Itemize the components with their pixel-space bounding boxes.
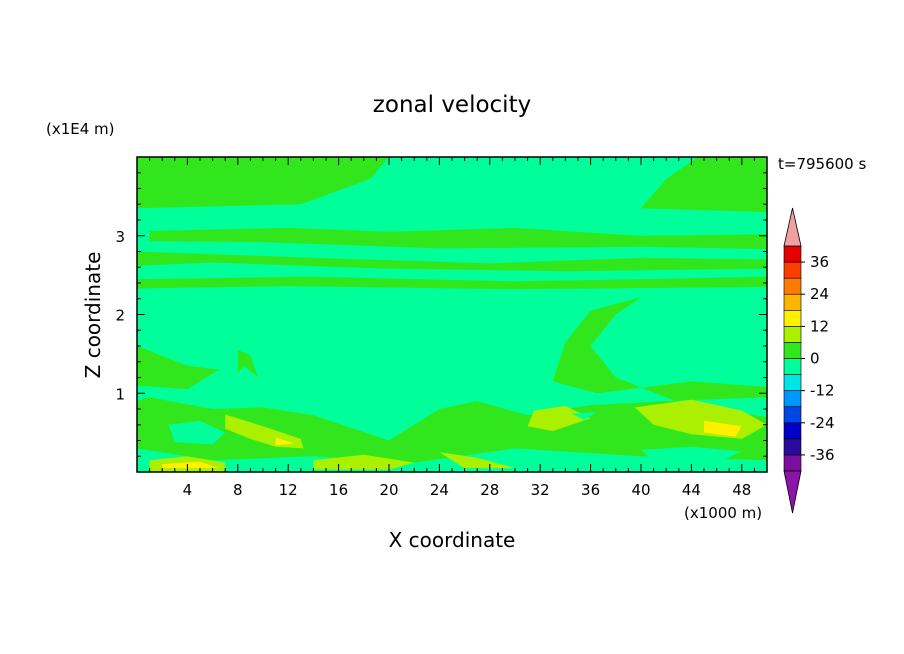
colorbar-segment (783, 326, 802, 343)
x-tick-label: 8 (233, 481, 243, 499)
y-axis-title: Z coordinate (81, 252, 105, 379)
contour-region (137, 276, 767, 290)
contour-region (149, 227, 767, 250)
colorbar-segment (783, 454, 802, 472)
colorbar-label: 0 (810, 350, 820, 368)
contour-region (439, 452, 515, 469)
chart-title: zonal velocity (373, 92, 531, 118)
contour-region (137, 346, 219, 390)
x-tick-label: 32 (531, 481, 550, 499)
x-tick-label: 48 (732, 481, 751, 499)
colorbar-segment (783, 390, 802, 408)
x-tick-label: 12 (279, 481, 298, 499)
contour-region (527, 405, 591, 432)
x-tick-label: 24 (430, 481, 449, 499)
x-tick-label: 28 (480, 481, 499, 499)
x-tick-label: 44 (682, 481, 701, 499)
contour-region (137, 297, 767, 463)
colorbar-label: -36 (810, 446, 835, 464)
time-label: t=795600 s (778, 155, 866, 173)
y-tick-label: 3 (115, 228, 125, 246)
colorbar-label: 12 (810, 317, 829, 335)
x-tick-label: 4 (183, 481, 193, 499)
x-tick-label: 20 (379, 481, 398, 499)
x-tick-label: 36 (581, 481, 600, 499)
colorbar-segment (783, 293, 802, 311)
contour-region (515, 460, 591, 471)
contour-region (162, 461, 219, 469)
colorbar: 36 24 12 0 -12 -24 -36 (783, 207, 835, 514)
contour-region (641, 446, 742, 463)
colorbar-segment (783, 245, 802, 263)
colorbar-label: -24 (810, 414, 835, 432)
contour-region (571, 412, 597, 420)
colorbar-under-arrow (783, 470, 802, 514)
x-tick-label: 16 (329, 481, 348, 499)
colorbar-label: -12 (810, 382, 835, 400)
contour-region (225, 414, 304, 449)
colorbar-segment (783, 342, 802, 359)
x-tick-label: 40 (631, 481, 650, 499)
contour-region (168, 420, 226, 445)
colorbar-label: 24 (810, 285, 829, 303)
contour-region (137, 157, 389, 209)
contour-region (237, 349, 258, 378)
colorbar-segment (783, 277, 802, 295)
y-tick-label: 2 (115, 307, 125, 325)
colorbar-segment (783, 438, 802, 456)
contour-region (137, 251, 767, 272)
contour-field (137, 157, 767, 472)
colorbar-segment (783, 374, 802, 391)
colorbar-label: 36 (810, 253, 829, 271)
contour-region (704, 420, 742, 437)
x-unit-label: (x1000 m) (684, 504, 762, 522)
colorbar-segment (783, 406, 802, 424)
x-axis-title: X coordinate (389, 528, 516, 552)
contour-region (704, 373, 736, 382)
y-unit-label: (x1E4 m) (46, 120, 115, 138)
contour-region (641, 157, 767, 213)
y-tick-label: 1 (115, 385, 125, 403)
colorbar-segment (783, 309, 802, 327)
contour-region (275, 437, 295, 446)
colorbar-segment (783, 358, 802, 375)
colorbar-over-arrow (783, 207, 802, 247)
colorbar-segment (783, 422, 802, 440)
colorbar-segment (783, 261, 802, 279)
